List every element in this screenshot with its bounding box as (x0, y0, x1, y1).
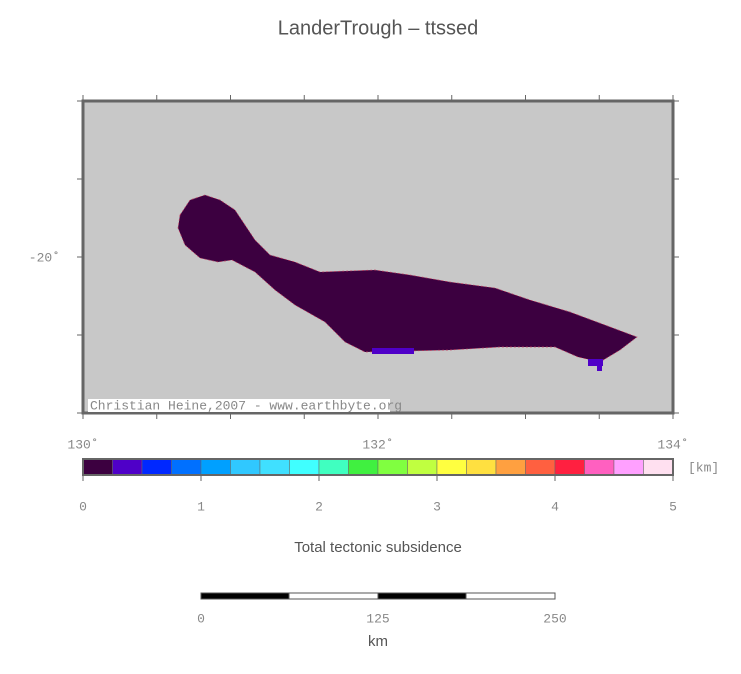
colorbar-tick-label: 1 (197, 499, 205, 514)
color-swatch (584, 458, 615, 476)
basin-shape (177, 194, 638, 363)
color-swatch (141, 458, 172, 476)
color-swatch (554, 458, 585, 476)
colorbar-tick-label: 5 (669, 499, 677, 514)
credit: Christian Heine,2007 - www.earthbyte.org (90, 398, 402, 413)
colorbar-tick-label: 0 (79, 499, 87, 514)
color-swatch (466, 458, 497, 476)
x-label: 134˚ (657, 437, 688, 452)
colorbar-unit: [km] (688, 460, 719, 475)
colorbar-frame (82, 458, 674, 476)
color-swatch (200, 458, 231, 476)
color-swatch (82, 458, 113, 476)
color-swatch (171, 458, 202, 476)
title: LanderTrough – ttssed (278, 17, 479, 39)
color-swatch (643, 458, 674, 476)
scale-label: 250 (543, 611, 566, 626)
map-frame (81, 99, 675, 415)
basin-patch (597, 364, 602, 371)
color-swatch (407, 458, 438, 476)
credit-box (88, 399, 390, 412)
color-swatch (259, 458, 290, 476)
scale-label: 0 (197, 611, 205, 626)
colorbar-ticks: 0 1 2 3 4 5 (79, 475, 677, 514)
color-swatch (230, 458, 261, 476)
colorbar-label: Total tectonic subsidence (294, 539, 462, 556)
basin-patch (588, 359, 603, 366)
color-swatch (436, 458, 467, 476)
color-swatch (613, 458, 644, 476)
colorbar-tick-label: 2 (315, 499, 323, 514)
color-swatch (289, 458, 320, 476)
color-swatch (348, 458, 379, 476)
color-swatch (495, 458, 526, 476)
color-swatch (112, 458, 143, 476)
x-label: 132˚ (362, 437, 393, 452)
color-swatch (377, 458, 408, 476)
colorbar-tick-label: 4 (551, 499, 559, 514)
frame-ticks (77, 95, 679, 419)
scale-unit: km (368, 633, 388, 650)
basin-patch (372, 348, 414, 354)
y-label: -20˚ (29, 250, 60, 265)
colorbar (82, 458, 674, 476)
color-swatch (318, 458, 349, 476)
scale-bar (200, 592, 556, 600)
x-label: 130˚ (67, 437, 98, 452)
colorbar-tick-label: 3 (433, 499, 441, 514)
color-swatch (525, 458, 556, 476)
scale-label: 125 (366, 611, 389, 626)
